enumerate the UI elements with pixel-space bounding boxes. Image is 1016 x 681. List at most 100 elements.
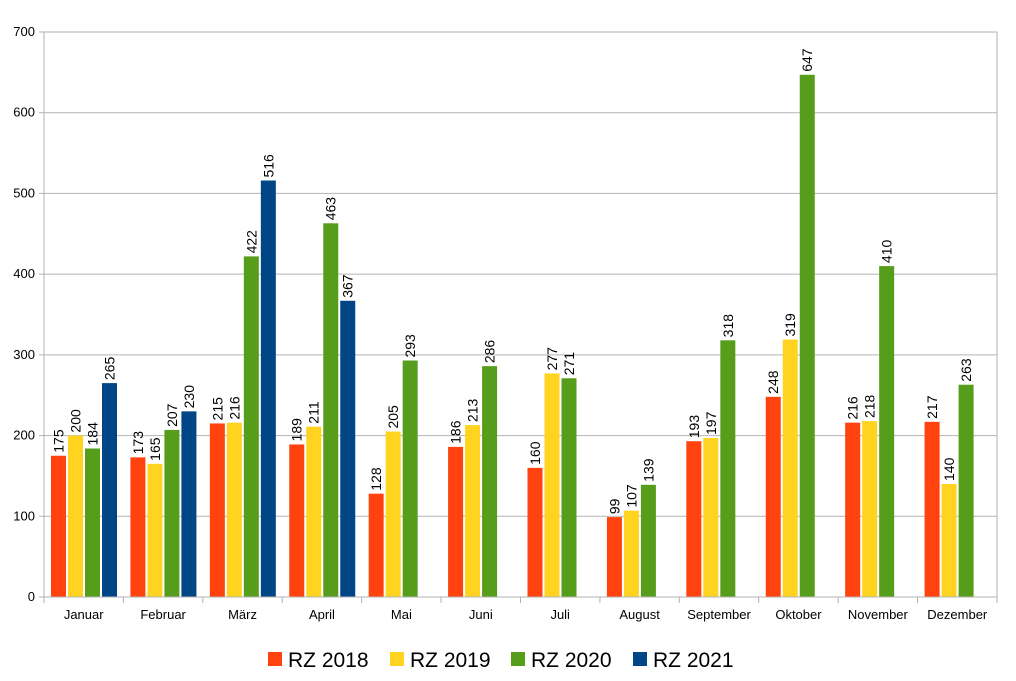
data-label: 128 <box>368 467 384 491</box>
bar <box>289 444 305 597</box>
bar <box>226 422 242 597</box>
bar <box>85 448 100 597</box>
bar <box>879 266 895 597</box>
data-label: 516 <box>260 154 276 178</box>
data-labels: 175 173 215 189 128 186 160 99 193 248 216 217 200 16… <box>51 48 975 514</box>
y-tick-label: 200 <box>13 428 35 443</box>
bar <box>845 422 861 597</box>
data-label: 184 <box>85 422 101 446</box>
data-label: 647 <box>799 48 815 72</box>
x-tick-label: August <box>619 607 660 622</box>
data-label: 230 <box>181 385 197 409</box>
data-label: 410 <box>879 239 895 263</box>
bar <box>527 467 543 597</box>
bar <box>941 484 957 597</box>
data-label: 173 <box>130 431 146 455</box>
x-tick-label: Januar <box>64 607 104 622</box>
data-label: 140 <box>941 457 957 481</box>
bar <box>958 384 974 597</box>
bar <box>482 366 498 597</box>
y-tick-label: 100 <box>13 508 35 523</box>
x-tick-label: Februar <box>140 607 186 622</box>
bar <box>243 256 259 597</box>
bar <box>306 426 322 597</box>
bar <box>686 441 702 597</box>
legend-label: RZ 2019 <box>410 649 491 672</box>
legend-swatch <box>268 652 282 666</box>
y-axis-ticks: 0 100 200 300 400 500 600 700 <box>13 24 44 604</box>
bar <box>623 510 639 597</box>
data-label: 186 <box>448 420 464 444</box>
bar <box>720 340 736 597</box>
bar <box>561 378 577 597</box>
bar <box>147 463 163 597</box>
legend-swatch <box>390 652 404 666</box>
x-tick-label: April <box>309 607 335 622</box>
data-label: 215 <box>209 397 225 421</box>
bar <box>102 383 117 597</box>
data-label: 318 <box>720 314 736 338</box>
data-label: 165 <box>147 437 163 461</box>
data-label: 463 <box>323 197 339 221</box>
bar <box>703 437 719 597</box>
legend-label: RZ 2020 <box>531 649 612 672</box>
y-tick-label: 500 <box>13 185 35 200</box>
bar <box>465 425 481 597</box>
bar <box>448 446 464 597</box>
legend-swatch <box>633 652 647 666</box>
bar <box>402 360 418 597</box>
bar <box>323 223 339 598</box>
x-tick-label: März <box>228 607 257 622</box>
bar <box>799 74 815 598</box>
bar <box>130 457 146 597</box>
bar <box>544 373 560 597</box>
y-tick-label: 400 <box>13 266 35 281</box>
data-label: 218 <box>862 394 878 418</box>
data-label: 207 <box>164 403 180 427</box>
x-tick-label: Mai <box>391 607 412 622</box>
data-label: 216 <box>845 396 861 420</box>
bar <box>51 455 66 597</box>
data-label: 286 <box>482 340 498 364</box>
data-label: 175 <box>51 429 67 453</box>
data-label: 189 <box>289 418 305 442</box>
data-label: 193 <box>686 415 702 439</box>
bar <box>606 517 622 597</box>
legend-swatch <box>511 652 525 666</box>
y-tick-label: 0 <box>28 589 35 604</box>
bar <box>385 431 401 597</box>
x-tick-label: September <box>687 607 751 622</box>
x-tick-label: Juni <box>469 607 493 622</box>
data-label: 216 <box>226 396 242 420</box>
bars <box>51 74 974 598</box>
data-label: 367 <box>340 274 356 298</box>
y-tick-label: 300 <box>13 347 35 362</box>
bar <box>181 411 197 597</box>
data-label: 160 <box>527 441 543 465</box>
data-label: 319 <box>782 313 798 337</box>
data-label: 211 <box>306 401 322 424</box>
legend-label: RZ 2018 <box>288 649 369 672</box>
bar <box>164 429 180 597</box>
data-label: 277 <box>544 347 560 371</box>
data-label: 293 <box>402 334 418 358</box>
bar <box>340 300 356 597</box>
y-tick-label: 700 <box>13 24 35 39</box>
data-label: 99 <box>606 498 622 514</box>
data-label: 197 <box>703 411 719 435</box>
data-label: 217 <box>924 395 940 419</box>
x-tick-label: Dezember <box>927 607 988 622</box>
data-label: 263 <box>958 358 974 382</box>
data-label: 213 <box>465 399 481 423</box>
y-tick-label: 600 <box>13 105 35 120</box>
legend-label: RZ 2021 <box>653 649 734 672</box>
bar <box>924 421 940 597</box>
data-label: 248 <box>765 370 781 394</box>
x-tick-label: Oktober <box>775 607 822 622</box>
gridlines <box>44 31 997 598</box>
data-label: 265 <box>102 357 118 381</box>
bar <box>765 396 781 597</box>
data-label: 107 <box>623 484 639 508</box>
data-label: 200 <box>68 409 84 433</box>
